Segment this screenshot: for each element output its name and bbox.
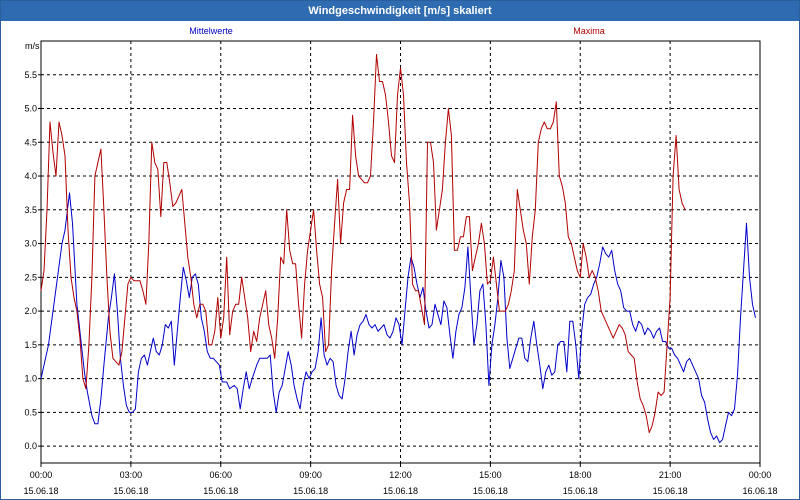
y-tick-label: 3.5 xyxy=(24,205,37,215)
y-tick-label: 2.5 xyxy=(24,272,37,282)
data-series xyxy=(40,54,756,444)
window-title: Windgeschwindigkeit [m/s] skaliert xyxy=(1,1,799,21)
x-tick-time: 00:00 xyxy=(749,470,772,480)
x-tick-date: 15.06.18 xyxy=(653,486,688,496)
x-tick-date: 15.06.18 xyxy=(203,486,238,496)
y-tick-label: 1.0 xyxy=(24,374,37,384)
y-axis-label: m/s xyxy=(25,41,40,51)
wind-speed-chart: 0.0 0.5 1.0 1.5 2.0 2.5 3.0 3.5 4.0 4.5 5.0 5.5 00:… xyxy=(23,26,778,496)
y-tick-label: 0.5 xyxy=(24,407,37,417)
y-tick-label: 4.0 xyxy=(24,171,37,181)
y-tick-label: 2.0 xyxy=(24,306,37,316)
y-tick-label: 1.5 xyxy=(24,340,37,350)
x-tick-date: 15.06.18 xyxy=(383,486,418,496)
x-tick-date: 15.06.18 xyxy=(113,486,148,496)
grid-lines xyxy=(41,41,760,463)
y-tick-label: 5.0 xyxy=(24,104,37,114)
series-line-max xyxy=(40,54,686,434)
x-axis-ticks: 00:00 15.06.18 03:00 15.06.18 06:00 15.06.18 0… xyxy=(23,463,778,496)
x-tick-time: 03:00 xyxy=(120,470,143,480)
x-tick-time: 12:00 xyxy=(389,470,412,480)
x-tick-time: 00:00 xyxy=(30,470,53,480)
x-tick-date: 15.06.18 xyxy=(563,486,598,496)
x-tick-date: 15.06.18 xyxy=(473,486,508,496)
x-tick-time: 21:00 xyxy=(659,470,682,480)
legend-mean-label: Mittelwerte xyxy=(189,26,233,36)
legend-max-label: Maxima xyxy=(573,26,605,36)
series-line-mean xyxy=(40,192,756,444)
y-axis-ticks: 0.0 0.5 1.0 1.5 2.0 2.5 3.0 3.5 4.0 4.5 5.0 5.5 xyxy=(24,70,41,451)
x-tick-time: 09:00 xyxy=(299,470,322,480)
x-tick-time: 18:00 xyxy=(569,470,592,480)
x-tick-time: 15:00 xyxy=(479,470,502,480)
x-tick-date: 16.06.18 xyxy=(742,486,777,496)
y-tick-label: 4.5 xyxy=(24,137,37,147)
y-tick-label: 0.0 xyxy=(24,441,37,451)
x-tick-date: 15.06.18 xyxy=(23,486,58,496)
x-tick-date: 15.06.18 xyxy=(293,486,328,496)
y-tick-label: 3.0 xyxy=(24,239,37,249)
x-tick-time: 06:00 xyxy=(209,470,232,480)
y-tick-label: 5.5 xyxy=(24,70,37,80)
